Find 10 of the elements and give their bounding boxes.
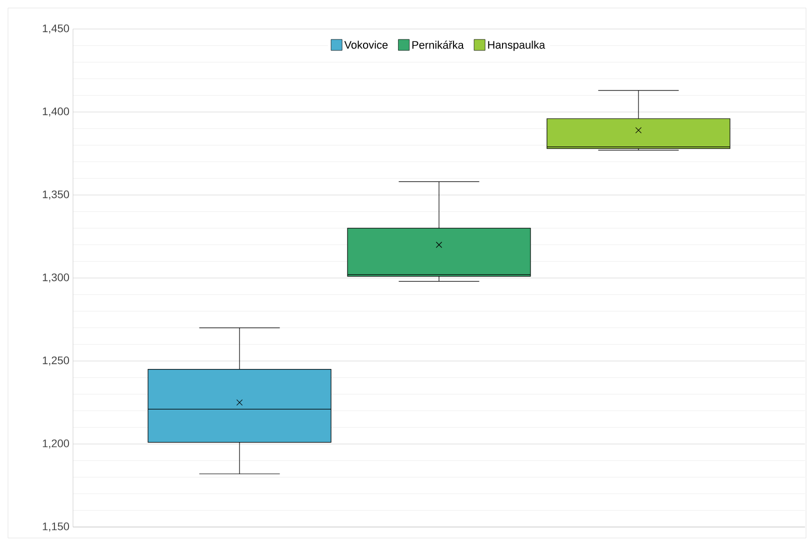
y-tick-label: 1,250 <box>42 356 70 366</box>
y-tick-label: 1,150 <box>42 522 70 532</box>
y-tick-label: 1,300 <box>42 273 70 283</box>
y-tick-label: 1,350 <box>42 190 70 200</box>
y-tick-label: 1,400 <box>42 107 70 117</box>
legend-label: Hanspaulka <box>488 40 546 51</box>
legend-label: Pernikářka <box>412 40 464 49</box>
legend-label: Vokovice <box>344 40 388 49</box>
y-tick-label: 1,200 <box>42 439 70 449</box>
y-tick-label: 1,450 <box>42 24 70 34</box>
